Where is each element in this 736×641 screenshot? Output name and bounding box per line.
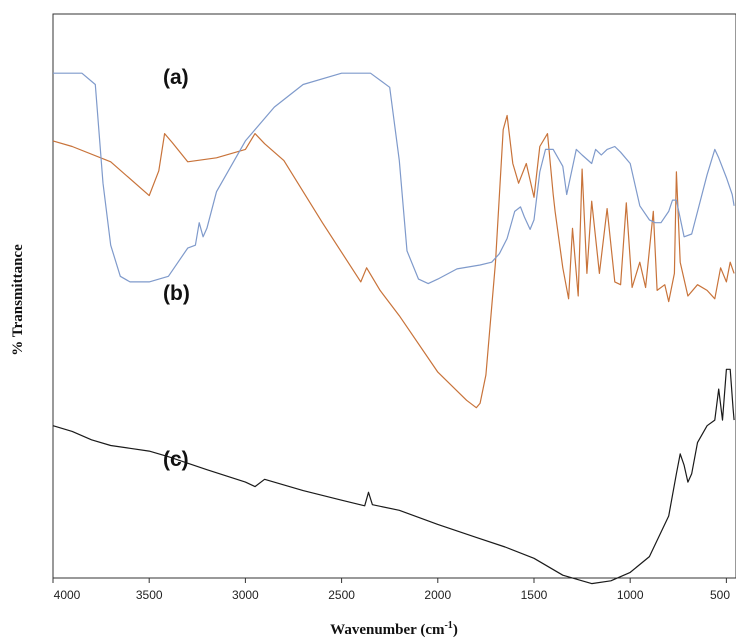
x-tick-label: 4000 [54,588,81,602]
x-tick-label: 3500 [136,588,163,602]
curve-label-a: (a) [163,66,189,89]
curve-label-b: (b) [163,282,190,305]
x-tick-label: 2000 [424,588,451,602]
x-tick-label: 3000 [232,588,259,602]
x-tick-label: 2500 [328,588,355,602]
spectrum-line-a [52,114,735,409]
x-axis-title: Wavenumber (cm-1) [330,620,458,638]
x-axis-title-main: Wavenumber (cm [330,622,445,638]
x-tick-label: 1000 [617,588,644,602]
x-axis-title-tail: ) [453,622,458,638]
x-axis-title-sup: -1 [444,620,452,631]
x-tick-label: 1500 [521,588,548,602]
plot-frame [52,13,736,579]
spectrum-line-b [53,72,735,285]
x-tick-label: 500 [710,588,730,602]
spectrum-line-c [52,368,735,585]
spectra-group [52,72,735,585]
curve-label-c: (c) [163,448,189,471]
x-axis-ticks: 4000 3500 3000 2500 2000 1500 1000 500 [52,578,730,602]
y-axis-title: % Transmittance [10,244,26,356]
